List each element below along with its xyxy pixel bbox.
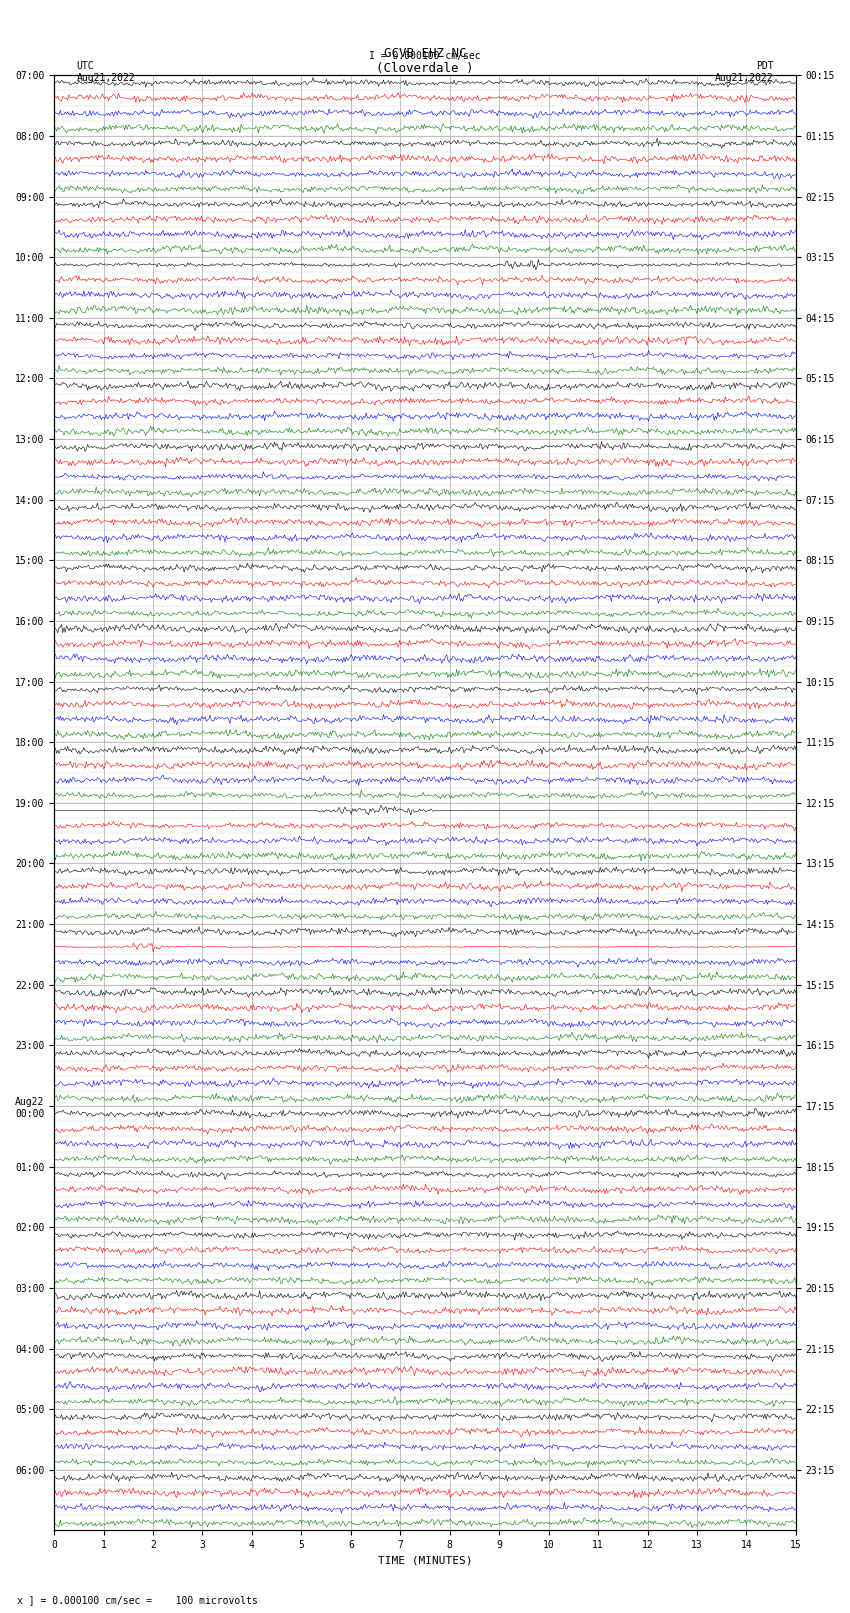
Text: UTC
Aug21,2022: UTC Aug21,2022 [76,61,135,82]
Text: I = 0.000100 cm/sec: I = 0.000100 cm/sec [369,50,481,61]
Text: x ] = 0.000100 cm/sec =    100 microvolts: x ] = 0.000100 cm/sec = 100 microvolts [17,1595,258,1605]
Title: GCVB EHZ NC
(Cloverdale ): GCVB EHZ NC (Cloverdale ) [377,47,473,76]
X-axis label: TIME (MINUTES): TIME (MINUTES) [377,1557,473,1566]
Text: PDT
Aug21,2022: PDT Aug21,2022 [715,61,774,82]
